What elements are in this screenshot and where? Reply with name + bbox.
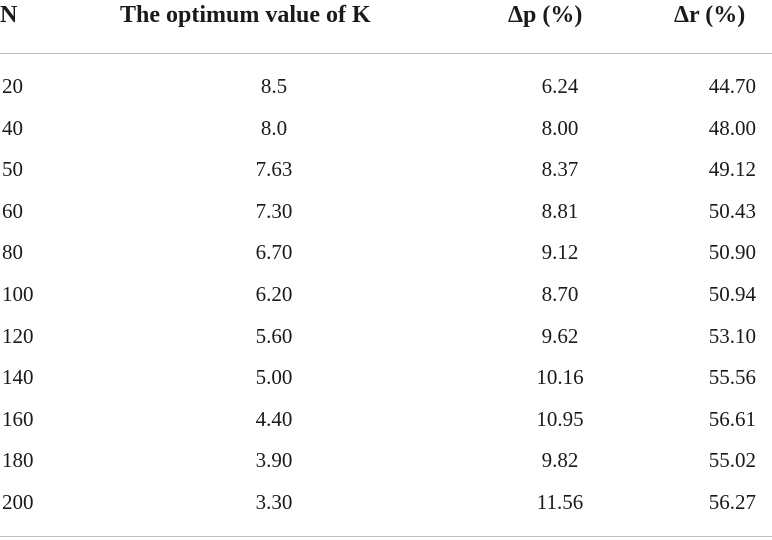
cell-n: 20 xyxy=(2,74,23,98)
cell-n: 200 xyxy=(2,489,34,514)
cell-optimum-k: 7.63 xyxy=(255,157,293,182)
table-row: 160 4.40 10.95 56.61 xyxy=(0,399,772,441)
table-row: 180 3.90 9.82 55.02 xyxy=(0,440,772,482)
cell-n: 160 xyxy=(2,406,34,431)
cell-n: 40 xyxy=(2,115,23,140)
cell-delta-p: 10.16 xyxy=(536,365,584,390)
cell-optimum-k: 5.00 xyxy=(255,365,293,390)
cell-delta-r: 49.12 xyxy=(708,157,756,182)
table-row: 20 8.5 6.24 44.70 xyxy=(0,66,772,108)
table-header: N The optimum value of K Δp (%) Δr (%) xyxy=(0,0,772,50)
cell-n: 50 xyxy=(2,157,23,182)
header-delta-p: Δp (%) xyxy=(508,2,583,28)
table-row: 140 5.00 10.16 55.56 xyxy=(0,357,772,399)
cell-n: 60 xyxy=(2,198,23,223)
table-row: 120 5.60 9.62 53.10 xyxy=(0,316,772,358)
cell-n: 100 xyxy=(2,281,34,306)
cell-delta-p: 9.62 xyxy=(541,323,579,348)
cell-delta-p: 8.37 xyxy=(541,157,579,182)
cell-delta-r: 53.10 xyxy=(708,323,756,348)
table-row: 100 6.20 8.70 50.94 xyxy=(0,274,772,316)
header-divider xyxy=(0,53,772,54)
cell-delta-p: 8.81 xyxy=(541,198,579,223)
header-n: N xyxy=(0,2,18,28)
cell-optimum-k: 8.0 xyxy=(260,115,288,140)
cell-delta-r: 55.02 xyxy=(708,448,756,473)
cell-optimum-k: 3.90 xyxy=(255,448,293,473)
cell-delta-p: 9.12 xyxy=(541,240,579,265)
cell-optimum-k: 8.5 xyxy=(260,74,288,98)
table-row: 200 3.30 11.56 56.27 xyxy=(0,482,772,524)
cell-optimum-k: 3.30 xyxy=(255,489,293,514)
cell-delta-p: 8.00 xyxy=(541,115,579,140)
cell-delta-p: 6.24 xyxy=(541,74,579,98)
cell-delta-r: 48.00 xyxy=(708,115,756,140)
cell-n: 140 xyxy=(2,365,34,390)
cell-delta-p: 11.56 xyxy=(536,489,584,514)
cell-delta-p: 8.70 xyxy=(541,281,579,306)
cell-delta-p: 9.82 xyxy=(541,448,579,473)
cell-optimum-k: 6.20 xyxy=(255,281,293,306)
cell-delta-r: 44.70 xyxy=(708,74,756,98)
cell-optimum-k: 6.70 xyxy=(255,240,293,265)
cell-delta-r: 50.90 xyxy=(708,240,756,265)
cell-n: 80 xyxy=(2,240,23,265)
cell-n: 120 xyxy=(2,323,34,348)
cell-delta-r: 55.56 xyxy=(708,365,756,390)
cell-delta-r: 50.94 xyxy=(708,281,756,306)
cell-optimum-k: 4.40 xyxy=(255,406,293,431)
cell-optimum-k: 7.30 xyxy=(255,198,293,223)
table-row: 40 8.0 8.00 48.00 xyxy=(0,108,772,150)
header-delta-r: Δr (%) xyxy=(674,2,746,28)
table-row: 60 7.30 8.81 50.43 xyxy=(0,191,772,233)
cell-delta-r: 50.43 xyxy=(708,198,756,223)
cell-optimum-k: 5.60 xyxy=(255,323,293,348)
cell-n: 180 xyxy=(2,448,34,473)
cell-delta-r: 56.27 xyxy=(708,489,756,514)
table-body: 20 8.5 6.24 44.70 40 8.0 8.00 48.00 50 7.63 8.37 49… xyxy=(0,66,772,524)
cell-delta-r: 56.61 xyxy=(708,406,756,431)
bottom-divider xyxy=(0,536,772,537)
table-row: 80 6.70 9.12 50.90 xyxy=(0,232,772,274)
header-optimum-k: The optimum value of K xyxy=(120,2,371,28)
cell-delta-p: 10.95 xyxy=(536,406,584,431)
table-row: 50 7.63 8.37 49.12 xyxy=(0,149,772,191)
